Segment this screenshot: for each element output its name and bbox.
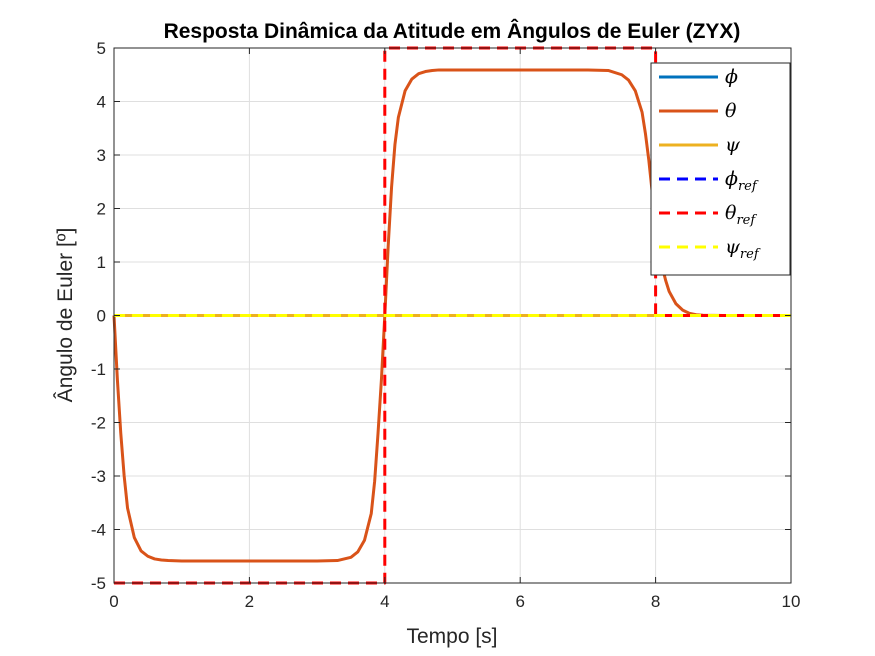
legend-subscript: ref — [738, 179, 759, 194]
ticks: 0 2 4 6 8 10 -5 -4 -3 -2 -1 0 1 2 3 4 5 — [91, 39, 801, 611]
legend-label-2: ψ — [725, 134, 741, 156]
legend-subscript: ref — [736, 213, 757, 228]
y-tick-label: -5 — [91, 574, 106, 593]
y-tick-label: 3 — [97, 146, 106, 165]
legend-symbol: θ — [725, 100, 737, 122]
legend-symbol: ψ — [725, 236, 741, 258]
x-tick-label: 4 — [380, 592, 389, 611]
x-tick-label: 2 — [245, 592, 254, 611]
chart-title: Resposta Dinâmica da Atitude em Ângulos … — [164, 19, 741, 43]
legend-symbol: ϕ — [725, 168, 738, 190]
legend-symbol: θ — [725, 202, 737, 224]
x-tick-label: 0 — [109, 592, 118, 611]
y-tick-label: 5 — [97, 39, 106, 58]
legend-symbol: ψ — [725, 134, 741, 156]
y-tick-label: -1 — [91, 360, 106, 379]
y-tick-label: 2 — [97, 200, 106, 219]
y-tick-label: 1 — [97, 253, 106, 272]
x-axis-label: Tempo [s] — [406, 625, 497, 648]
legend-label-0: ϕ — [725, 66, 738, 88]
legend-label-1: θ — [725, 100, 737, 122]
legend-symbol: ϕ — [725, 66, 738, 88]
x-tick-label: 8 — [651, 592, 660, 611]
legend-label-5: ψref — [725, 236, 761, 262]
legend-box — [650, 62, 791, 276]
y-axis-label: Ângulo de Euler [º] — [54, 228, 77, 403]
legend-label-3: ϕref — [725, 168, 759, 194]
y-tick-label: -2 — [91, 414, 106, 433]
legend-label-4: θref — [725, 202, 757, 228]
y-tick-label: 4 — [97, 93, 106, 112]
y-tick-label: -4 — [91, 521, 106, 540]
y-tick-label: 0 — [97, 307, 106, 326]
y-tick-label: -3 — [91, 467, 106, 486]
legend-subscript: ref — [740, 247, 761, 262]
x-tick-label: 6 — [515, 592, 524, 611]
x-tick-label: 10 — [782, 592, 801, 611]
